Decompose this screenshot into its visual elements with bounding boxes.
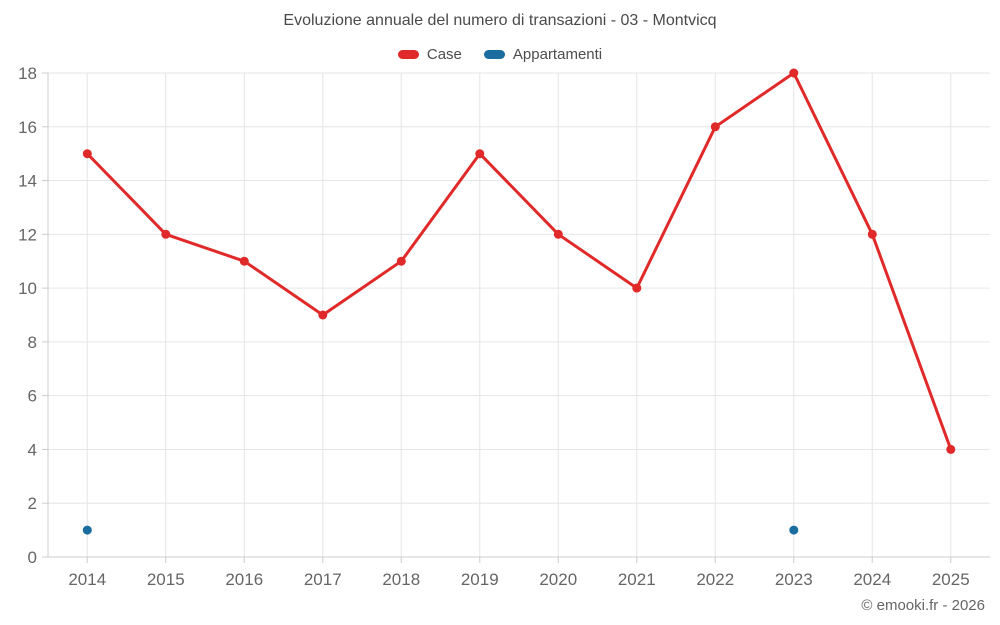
svg-text:2019: 2019 — [461, 570, 499, 589]
svg-text:2017: 2017 — [304, 570, 342, 589]
legend-swatch — [483, 50, 505, 59]
svg-text:16: 16 — [18, 118, 37, 137]
svg-text:2023: 2023 — [775, 570, 813, 589]
svg-text:4: 4 — [28, 440, 37, 459]
svg-text:6: 6 — [28, 387, 37, 406]
svg-text:2014: 2014 — [68, 570, 106, 589]
svg-text:2024: 2024 — [853, 570, 891, 589]
svg-text:0: 0 — [28, 548, 37, 567]
svg-text:2018: 2018 — [382, 570, 420, 589]
legend-label: Appartamenti — [512, 46, 603, 63]
legend-item-case[interactable]: Case — [397, 46, 462, 63]
svg-text:2022: 2022 — [696, 570, 734, 589]
svg-text:14: 14 — [18, 172, 37, 191]
svg-text:12: 12 — [18, 225, 37, 244]
svg-text:10: 10 — [18, 279, 37, 298]
copyright: © emooki.fr - 2026 — [861, 597, 985, 614]
svg-text:2015: 2015 — [147, 570, 185, 589]
svg-text:2020: 2020 — [539, 570, 577, 589]
svg-text:8: 8 — [28, 333, 37, 352]
svg-text:2016: 2016 — [225, 570, 263, 589]
legend-item-appartamenti[interactable]: Appartamenti — [483, 46, 603, 63]
legend-label: Case — [426, 46, 462, 63]
legend-swatch — [397, 50, 419, 59]
svg-text:2025: 2025 — [932, 570, 970, 589]
legend: Case Appartamenti — [0, 46, 1000, 63]
svg-text:2: 2 — [28, 494, 37, 513]
svg-text:2021: 2021 — [618, 570, 656, 589]
svg-text:18: 18 — [18, 64, 37, 83]
chart-title: Evoluzione annuale del numero di transaz… — [283, 12, 717, 29]
